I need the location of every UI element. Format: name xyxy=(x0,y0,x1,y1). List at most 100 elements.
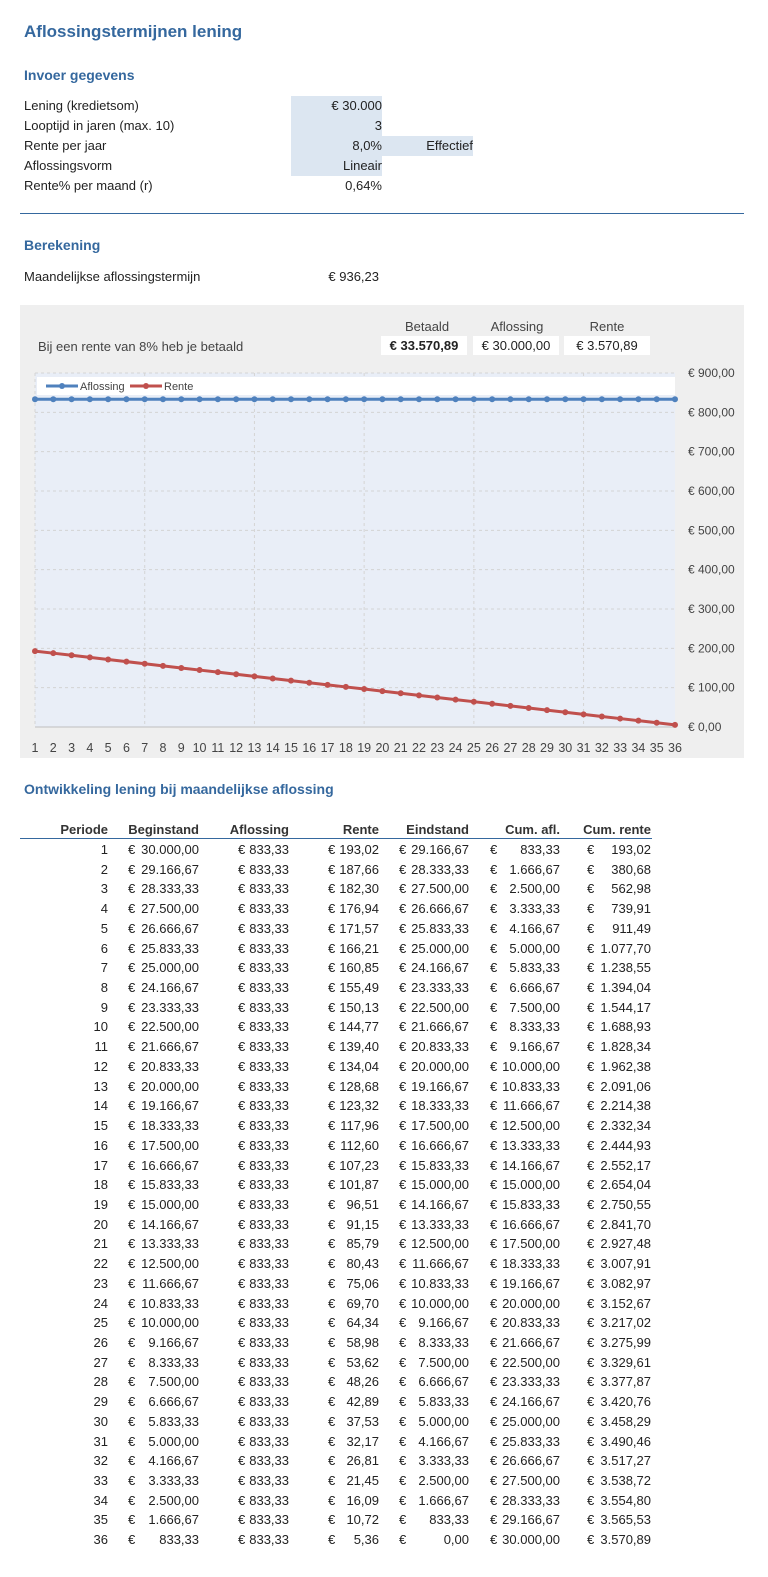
data-point-rente xyxy=(160,662,166,669)
summary-repayment-value: € 30.000,00 xyxy=(473,336,559,355)
line-chart: € 0,00 € 100,00 € 200,00 € 300,00 € 400,00 € … xyxy=(32,366,736,755)
rate-input[interactable]: 8,0% xyxy=(291,136,382,156)
currency-symbol: € xyxy=(490,1315,498,1331)
x-tick-label: 17 xyxy=(321,741,335,755)
x-tick-label: 18 xyxy=(339,741,353,755)
summary-paid-value: € 33.570,89 xyxy=(381,336,467,355)
currency-symbol: € xyxy=(399,920,407,936)
cell-value: 28.333,33 xyxy=(141,881,199,897)
cell-value: 833,33 xyxy=(249,1039,289,1055)
currency-symbol: € xyxy=(328,1492,336,1508)
currency-symbol: € xyxy=(128,1196,136,1212)
currency-symbol: € xyxy=(328,980,336,996)
cell-value: 69,70 xyxy=(346,1295,379,1311)
currency-symbol: € xyxy=(587,920,595,936)
cell-value: 18.333,33 xyxy=(141,1118,199,1134)
currency-symbol: € xyxy=(399,1216,407,1232)
currency-symbol: € xyxy=(128,1157,136,1173)
currency-symbol: € xyxy=(128,1236,136,1252)
currency-symbol: € xyxy=(238,1177,246,1193)
data-point-aflossing xyxy=(544,396,550,403)
cell-value: 20.000,00 xyxy=(141,1078,199,1094)
cell-value: 3.275,99 xyxy=(600,1335,651,1350)
cell-value: 20.833,33 xyxy=(411,1039,469,1055)
currency-symbol: € xyxy=(399,940,407,956)
cell-value: 6.666,67 xyxy=(418,1374,469,1390)
cell-value: 3.333,33 xyxy=(509,901,560,917)
x-tick-label: 33 xyxy=(613,741,627,755)
cell-value: 19.166,67 xyxy=(141,1098,199,1114)
cell-value: 19.166,67 xyxy=(502,1275,560,1291)
currency-symbol: € xyxy=(490,1453,498,1469)
table-row: 25 €10.000,00 €833,33 €64,34 €9.166,67 €20.83… xyxy=(0,1313,768,1333)
cell-value: 10.000,00 xyxy=(502,1058,560,1074)
cell-value: 21.666,67 xyxy=(411,1019,469,1035)
currency-symbol: € xyxy=(399,1157,407,1173)
data-point-aflossing xyxy=(233,396,240,403)
currency-symbol: € xyxy=(490,1275,498,1291)
currency-symbol: € xyxy=(490,1137,498,1153)
input-row-method: Aflossingsvorm Lineair xyxy=(24,156,484,176)
data-point-aflossing xyxy=(68,396,75,403)
cell-value: 134,04 xyxy=(339,1058,379,1074)
x-tick-label: 34 xyxy=(631,741,645,755)
currency-symbol: € xyxy=(128,1433,136,1449)
currency-symbol: € xyxy=(128,920,136,936)
column-header-eindstand: Eindstand xyxy=(406,822,469,837)
data-point-rente xyxy=(342,683,349,690)
currency-symbol: € xyxy=(238,1236,246,1252)
cell-value: 182,30 xyxy=(339,881,379,897)
data-point-rente xyxy=(379,688,386,695)
data-point-rente xyxy=(214,669,221,676)
currency-symbol: € xyxy=(399,999,407,1015)
cell-value: 4.166,67 xyxy=(509,920,560,936)
currency-symbol: € xyxy=(399,1137,407,1153)
term-years-input[interactable]: 3 xyxy=(291,116,382,136)
currency-symbol: € xyxy=(399,1492,407,1508)
cell-periode: 9 xyxy=(100,999,108,1015)
currency-symbol: € xyxy=(328,1335,336,1350)
cell-value: 3.082,97 xyxy=(600,1275,651,1291)
cell-value: 833,33 xyxy=(249,940,289,956)
currency-symbol: € xyxy=(490,980,498,996)
cell-value: 16.666,67 xyxy=(502,1216,560,1232)
currency-symbol: € xyxy=(328,1295,336,1311)
cell-periode: 5 xyxy=(100,920,108,936)
data-point-rente xyxy=(525,705,532,712)
cell-periode: 25 xyxy=(93,1315,108,1331)
currency-symbol: € xyxy=(587,1492,595,1508)
cell-periode: 31 xyxy=(93,1433,108,1449)
currency-symbol: € xyxy=(238,940,246,956)
input-row-rate: Rente per jaar 8,0% Effectief xyxy=(24,136,484,156)
currency-symbol: € xyxy=(399,1473,407,1489)
cell-periode: 15 xyxy=(93,1118,108,1134)
x-tick-label: 35 xyxy=(650,741,664,755)
cell-value: 8.333,33 xyxy=(509,1019,560,1035)
currency-symbol: € xyxy=(587,1532,595,1548)
repayment-method-select[interactable]: Lineair xyxy=(291,156,382,176)
cell-value: 3.152,67 xyxy=(600,1295,651,1311)
cell-value: 0,00 xyxy=(443,1532,469,1548)
cell-value: 2.500,00 xyxy=(148,1492,199,1508)
currency-symbol: € xyxy=(490,1019,498,1035)
cell-value: 2.841,70 xyxy=(600,1216,651,1232)
cell-value: 380,68 xyxy=(611,861,651,877)
table-row: 17 €16.666,67 €833,33 €107,23 €15.833,33 €14.… xyxy=(0,1156,768,1176)
x-tick-label: 21 xyxy=(394,741,408,755)
data-point-rente xyxy=(653,719,660,726)
currency-symbol: € xyxy=(399,1354,407,1370)
currency-symbol: € xyxy=(587,1157,595,1173)
currency-symbol: € xyxy=(490,1236,498,1252)
currency-symbol: € xyxy=(128,940,136,956)
x-tick-label: 23 xyxy=(430,741,444,755)
column-header-beginstand: Beginstand xyxy=(128,822,199,837)
loan-amount-input[interactable]: € 30.000 xyxy=(291,96,382,116)
rate-type-select[interactable]: Effectief xyxy=(382,136,473,156)
table-row: 10 €22.500,00 €833,33 €144,77 €21.666,67 €8.3… xyxy=(0,1017,768,1037)
currency-symbol: € xyxy=(587,1275,595,1291)
cell-value: 1.666,67 xyxy=(148,1512,199,1528)
cell-periode: 1 xyxy=(100,842,108,857)
cell-value: 25.833,33 xyxy=(141,940,199,956)
cell-value: 739,91 xyxy=(611,901,651,917)
data-point-rente xyxy=(617,715,624,722)
